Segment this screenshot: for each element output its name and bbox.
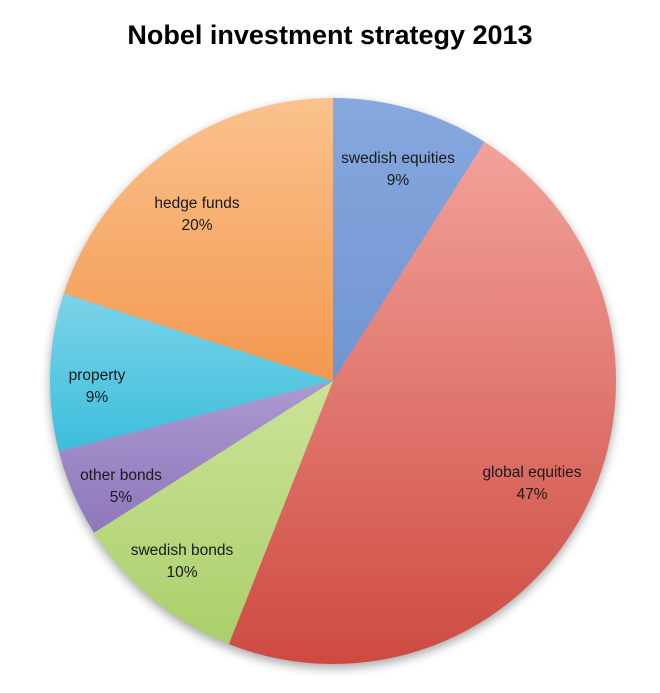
slice-label-other-bonds: other bonds (80, 467, 162, 484)
slice-percent-swedish-equities: 9% (387, 172, 410, 189)
pie-slice-hedge-funds (63, 98, 333, 381)
chart-title: Nobel investment strategy 2013 (127, 20, 533, 50)
slice-percent-hedge-funds: 20% (181, 217, 212, 234)
slice-label-swedish-equities: swedish equities (341, 150, 455, 167)
pie-slice-swedish-equities (333, 98, 485, 381)
pie-slice-property (49, 293, 333, 452)
slice-percent-global-equities: 47% (516, 486, 547, 503)
pie-group (49, 98, 616, 665)
slice-label-property: property (69, 367, 126, 384)
pie-slice-other-bonds (58, 381, 333, 533)
pie-slice-swedish-bonds (94, 381, 333, 645)
slice-label-hedge-funds: hedge funds (154, 195, 240, 212)
slice-percent-property: 9% (86, 389, 109, 406)
slice-label-swedish-bonds: swedish bonds (131, 542, 234, 559)
slice-percent-swedish-bonds: 10% (166, 564, 197, 581)
pie-slice-global-equities (228, 142, 616, 665)
slice-percent-other-bonds: 5% (110, 489, 133, 506)
slice-label-global-equities: global equities (482, 464, 581, 481)
